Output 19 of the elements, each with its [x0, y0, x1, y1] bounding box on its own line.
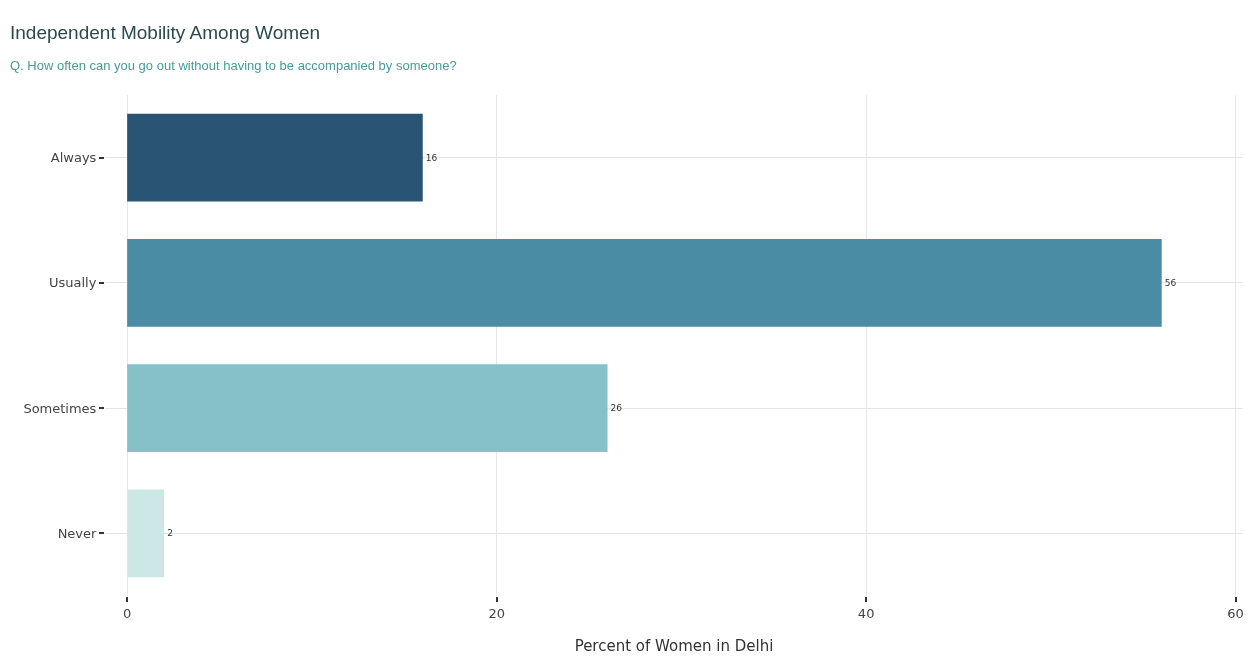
x-tick-label: 40: [857, 605, 875, 621]
bar: [127, 364, 608, 452]
data-label: 2: [167, 528, 173, 539]
y-tick-label: Sometimes: [23, 400, 97, 416]
chart-subtitle: Q. How often can you go out without having to be accompanied by someone?: [10, 58, 457, 73]
x-tick-label: 60: [1227, 605, 1244, 621]
x-tick-label: 0: [123, 605, 132, 621]
data-label: 16: [425, 152, 438, 163]
chart-title: Independent Mobility Among Women: [10, 22, 321, 43]
y-tick-label: Never: [57, 525, 98, 541]
bar: [127, 489, 165, 578]
bar: [127, 113, 423, 202]
x-tick-label: 20: [488, 605, 505, 621]
y-tick-label: Usually: [48, 275, 97, 291]
data-label: 26: [610, 403, 623, 414]
x-axis-title: Percent of Women in Delhi: [574, 636, 774, 655]
y-tick-label: Always: [50, 150, 97, 166]
bar: [127, 239, 1162, 327]
data-label: 56: [1164, 277, 1177, 288]
